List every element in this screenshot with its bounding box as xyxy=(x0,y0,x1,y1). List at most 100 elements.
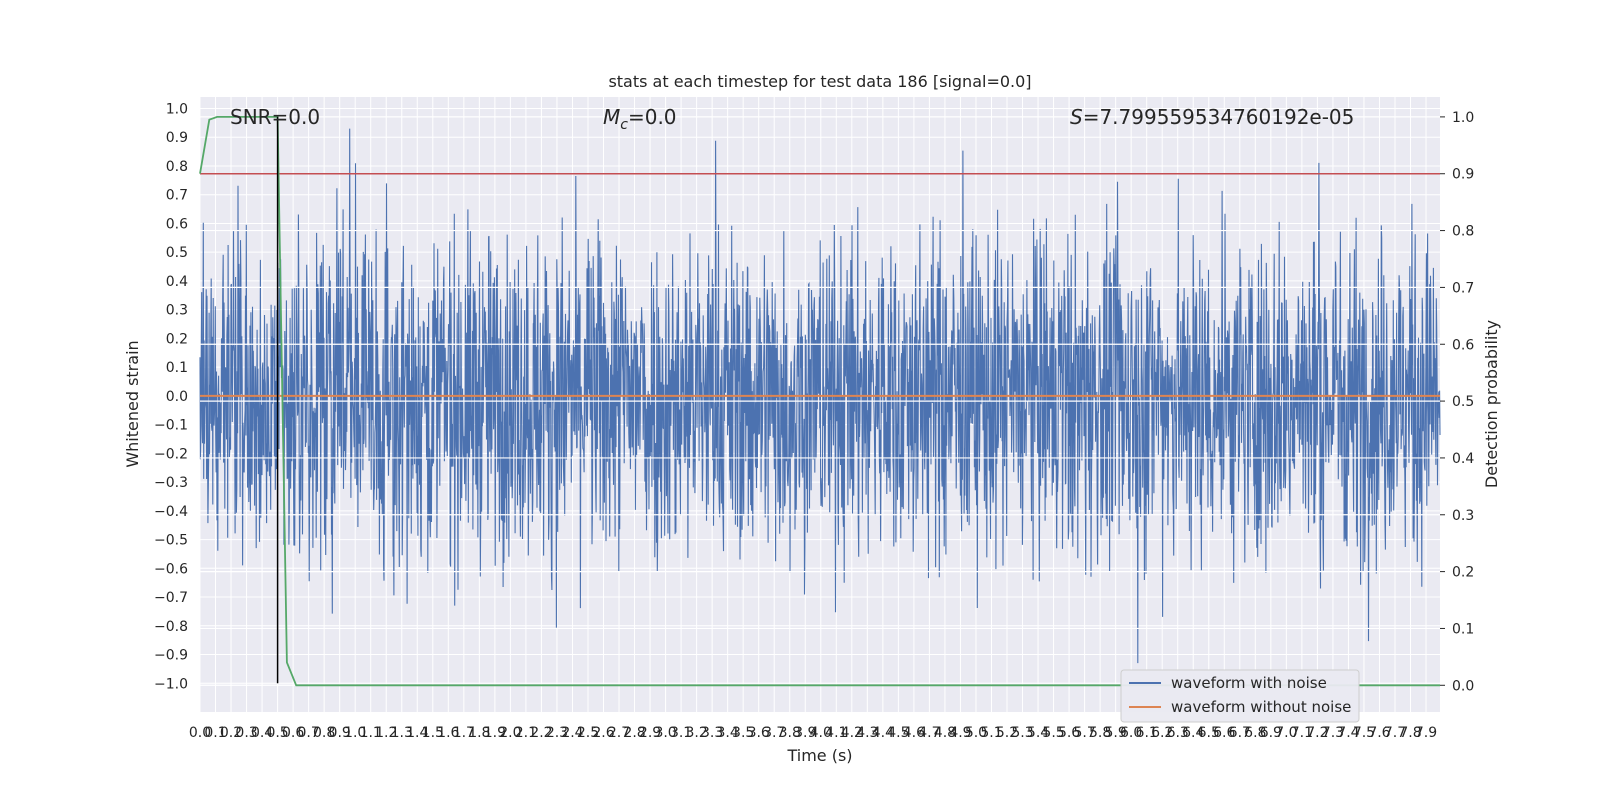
y-tick-label-right: 0.8 xyxy=(1452,224,1474,240)
x-tick-label: 4.4 xyxy=(872,725,894,741)
x-tick-label: 3.5 xyxy=(732,725,754,741)
x-tick-label: 3.7 xyxy=(763,725,785,741)
x-tick-label: 4.5 xyxy=(887,725,909,741)
x-tick-label: 7.3 xyxy=(1322,725,1344,741)
y-tick-label-right: 0.7 xyxy=(1452,280,1474,296)
x-tick-label: 7.9 xyxy=(1415,725,1437,741)
x-tick-label: 1.3 xyxy=(391,725,413,741)
y-tick-labels-right: 1.0 0.9 0.8 0.7 0.6 0.5 0.4 0.3 0.2 0.1 0.0 xyxy=(1440,110,1474,694)
y-tick-label-left: 0.4 xyxy=(166,274,188,290)
x-tick-label: 0.2 xyxy=(220,725,242,741)
snr-annotation: SNR=0.0 xyxy=(230,105,320,129)
x-tick-label: 4.0 xyxy=(810,725,832,741)
x-tick-label: 6.0 xyxy=(1120,725,1142,741)
x-tick-label: 5.7 xyxy=(1073,725,1095,741)
y-tick-label-left: −0.6 xyxy=(154,561,188,577)
x-tick-label: 0.8 xyxy=(313,725,335,741)
x-tick-label: 2.4 xyxy=(561,725,583,741)
y-tick-label-right: 0.5 xyxy=(1452,394,1474,410)
waveform-with-noise xyxy=(199,128,1441,664)
x-tick-label: 6.7 xyxy=(1229,725,1251,741)
overlay-lines xyxy=(199,116,1440,687)
y-tick-label-left: 0.2 xyxy=(166,331,188,347)
x-tick-label: 6.1 xyxy=(1136,725,1158,741)
y-tick-label-left: 0.8 xyxy=(166,159,188,175)
chart-title: stats at each timestep for test data 186… xyxy=(608,72,1031,91)
x-tick-label: 4.6 xyxy=(903,725,925,741)
y-tick-label-left: −0.7 xyxy=(154,590,188,606)
x-tick-label: 4.8 xyxy=(934,725,956,741)
x-tick-label: 3.4 xyxy=(717,725,739,741)
x-tick-label: 2.7 xyxy=(608,725,630,741)
x-tick-label: 1.9 xyxy=(484,725,506,741)
y-tick-label-left: −0.8 xyxy=(154,619,188,635)
y-tick-label-left: −0.2 xyxy=(154,446,188,462)
x-tick-label: 3.6 xyxy=(748,725,770,741)
x-tick-label: 1.1 xyxy=(360,725,382,741)
y-tick-label-left: 0.3 xyxy=(166,303,188,319)
y-tick-label-right: 0.2 xyxy=(1452,565,1474,581)
y-tick-label-left: 0.7 xyxy=(166,188,188,204)
x-tick-label: 0.7 xyxy=(298,725,320,741)
x-tick-label: 0.6 xyxy=(282,725,304,741)
y-tick-label-left: 0.0 xyxy=(166,389,188,405)
y-tick-label-right: 0.1 xyxy=(1452,621,1474,637)
s-value: =7.799559534760192e-05 xyxy=(1083,105,1355,129)
y-tick-label-left: −0.4 xyxy=(154,504,188,520)
y-tick-label-left: −0.3 xyxy=(154,475,188,491)
detection-probability-line xyxy=(199,116,1440,687)
x-tick-label: 3.8 xyxy=(779,725,801,741)
x-tick-label: 3.3 xyxy=(701,725,723,741)
chirp-mass-annotation: Mc=0.0 xyxy=(603,105,677,133)
x-tick-label: 1.0 xyxy=(344,725,366,741)
waveform-noise-line xyxy=(199,128,1441,664)
x-tick-label: 2.1 xyxy=(515,725,537,741)
x-tick-label: 5.1 xyxy=(980,725,1002,741)
x-tick-label: 4.1 xyxy=(825,725,847,741)
x-axis-label: Time (s) xyxy=(786,746,852,765)
legend: waveform with noise waveform without noi… xyxy=(1120,669,1360,723)
x-tick-label: 2.8 xyxy=(623,725,645,741)
chirp-mass-symbol: M xyxy=(603,105,620,129)
x-tick-label: 6.2 xyxy=(1151,725,1173,741)
y-tick-label-left: 0.6 xyxy=(166,216,188,232)
y-tick-label-right: 0.4 xyxy=(1452,451,1474,467)
x-tick-label: 0.5 xyxy=(266,725,288,741)
x-tick-label: 7.7 xyxy=(1384,725,1406,741)
x-tick-label: 5.5 xyxy=(1042,725,1064,741)
x-tick-label: 7.0 xyxy=(1275,725,1297,741)
y-axis-label-left: Whitened strain xyxy=(123,340,142,467)
y-tick-label-left: −0.1 xyxy=(154,418,188,434)
x-tick-label: 0.0 xyxy=(189,725,211,741)
x-tick-label: 2.3 xyxy=(546,725,568,741)
x-tick-label: 2.6 xyxy=(592,725,614,741)
x-tick-label: 6.3 xyxy=(1167,725,1189,741)
x-tick-label: 1.2 xyxy=(375,725,397,741)
x-tick-label: 0.4 xyxy=(251,725,273,741)
y-tick-label-right: 1.0 xyxy=(1452,110,1474,126)
y-tick-label-left: 1.0 xyxy=(166,101,188,117)
x-tick-label: 6.5 xyxy=(1198,725,1220,741)
legend-box xyxy=(1120,669,1360,723)
y-tick-label-left: −0.5 xyxy=(154,533,188,549)
y-axis-label-right: Detection probability xyxy=(1482,320,1501,488)
legend-label-clean: waveform without noise xyxy=(1171,698,1351,716)
x-tick-label: 1.7 xyxy=(453,725,475,741)
x-tick-label: 7.6 xyxy=(1368,725,1390,741)
x-tick-label: 7.2 xyxy=(1306,725,1328,741)
x-tick-label: 5.6 xyxy=(1058,725,1080,741)
y-tick-label-right: 0.6 xyxy=(1452,337,1474,353)
x-tick-label: 7.4 xyxy=(1337,725,1359,741)
x-tick-label: 4.2 xyxy=(841,725,863,741)
x-tick-label: 6.4 xyxy=(1182,725,1204,741)
x-tick-label: 1.5 xyxy=(422,725,444,741)
s-symbol: S xyxy=(1070,105,1083,129)
x-tick-label: 2.2 xyxy=(530,725,552,741)
x-tick-labels: 0.00.10.20.30.40.50.60.70.80.91.01.11.21… xyxy=(189,725,1437,741)
x-tick-label: 0.1 xyxy=(204,725,226,741)
x-tick-label: 0.3 xyxy=(235,725,257,741)
x-tick-label: 5.8 xyxy=(1089,725,1111,741)
x-tick-label: 2.9 xyxy=(639,725,661,741)
x-tick-label: 6.9 xyxy=(1260,725,1282,741)
